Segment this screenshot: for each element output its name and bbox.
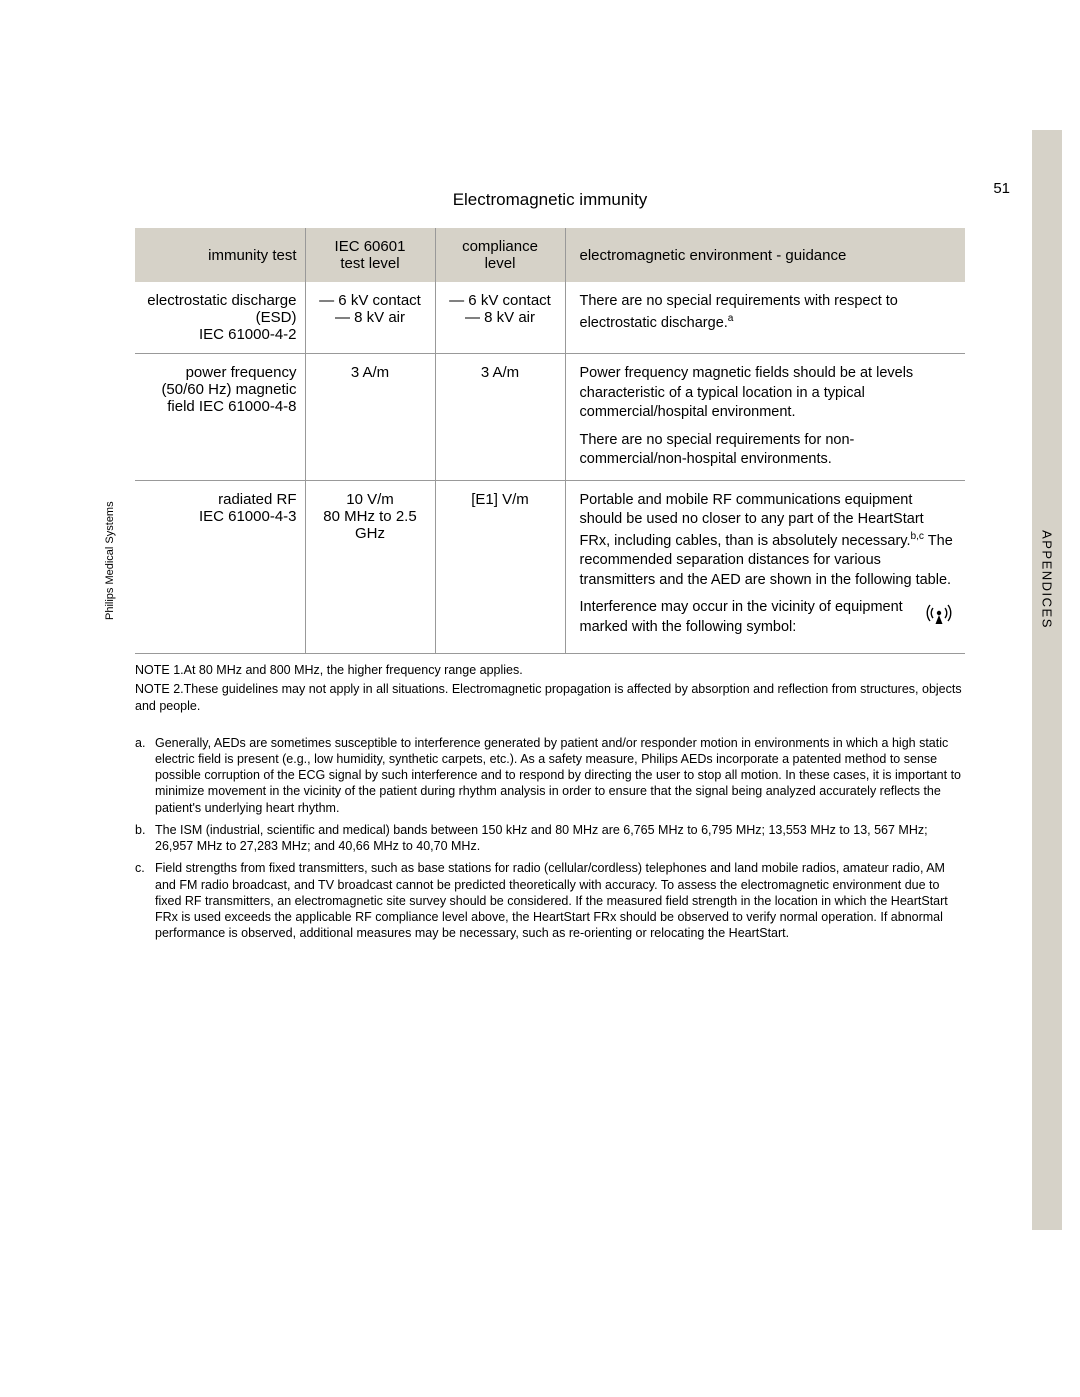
cell-compliance-level: — 6 kV contact— 8 kV air [435, 282, 565, 354]
emc-table: immunity test IEC 60601 test level compl… [135, 228, 965, 654]
rf-interference-icon [921, 600, 957, 643]
cell-immunity-test: power frequency (50/60 Hz) magnetic fiel… [135, 354, 305, 481]
cell-test-level: — 6 kV contact— 8 kV air [305, 282, 435, 354]
table-row: electrostatic discharge (ESD)IEC 61000-4… [135, 282, 965, 354]
footnote: a.Generally, AEDs are sometimes suscepti… [135, 735, 965, 816]
cell-compliance-level: 3 A/m [435, 354, 565, 481]
footnote-body: Generally, AEDs are sometimes susceptibl… [155, 735, 965, 816]
col-header-immunity: immunity test [135, 228, 305, 282]
footnote: b.The ISM (industrial, scientific and me… [135, 822, 965, 855]
footnote-marker: a. [135, 735, 155, 816]
cell-guidance: Portable and mobile RF communications eq… [565, 480, 965, 653]
footnote-marker: c. [135, 860, 155, 941]
col-header-compliance: compliancelevel [435, 228, 565, 282]
table-header-row: immunity test IEC 60601 test level compl… [135, 228, 965, 282]
cell-immunity-test: radiated RFIEC 61000-4-3 [135, 480, 305, 653]
table-row: radiated RFIEC 61000-4-310 V/m80 MHz to … [135, 480, 965, 653]
page-content: 51 Electromagnetic immunity immunity tes… [135, 190, 965, 948]
left-vertical-label: Philips Medical Systems [104, 501, 116, 620]
table-row: power frequency (50/60 Hz) magnetic fiel… [135, 354, 965, 481]
cell-test-level: 3 A/m [305, 354, 435, 481]
footnote: c.Field strengths from fixed transmitter… [135, 860, 965, 941]
table-note: NOTE 1.At 80 MHz and 800 MHz, the higher… [135, 662, 965, 679]
cell-test-level: 10 V/m80 MHz to 2.5 GHz [305, 480, 435, 653]
footnote-marker: b. [135, 822, 155, 855]
footnote-body: Field strengths from fixed transmitters,… [155, 860, 965, 941]
footnote-body: The ISM (industrial, scientific and medi… [155, 822, 965, 855]
cell-guidance: Power frequency magnetic fields should b… [565, 354, 965, 481]
page-number: 51 [993, 180, 1010, 197]
side-tab-label: APPENDICES [1040, 530, 1055, 629]
cell-guidance: There are no special requirements with r… [565, 282, 965, 354]
table-title: Electromagnetic immunity [135, 190, 965, 210]
cell-immunity-test: electrostatic discharge (ESD)IEC 61000-4… [135, 282, 305, 354]
col-header-testlevel: IEC 60601 test level [305, 228, 435, 282]
table-notes: NOTE 1.At 80 MHz and 800 MHz, the higher… [135, 662, 965, 715]
cell-compliance-level: [E1] V/m [435, 480, 565, 653]
side-tab: APPENDICES [1032, 130, 1062, 1230]
table-note: NOTE 2.These guidelines may not apply in… [135, 681, 965, 715]
footnotes: a.Generally, AEDs are sometimes suscepti… [135, 735, 965, 942]
col-header-guidance: electromagnetic environment - guidance [565, 228, 965, 282]
